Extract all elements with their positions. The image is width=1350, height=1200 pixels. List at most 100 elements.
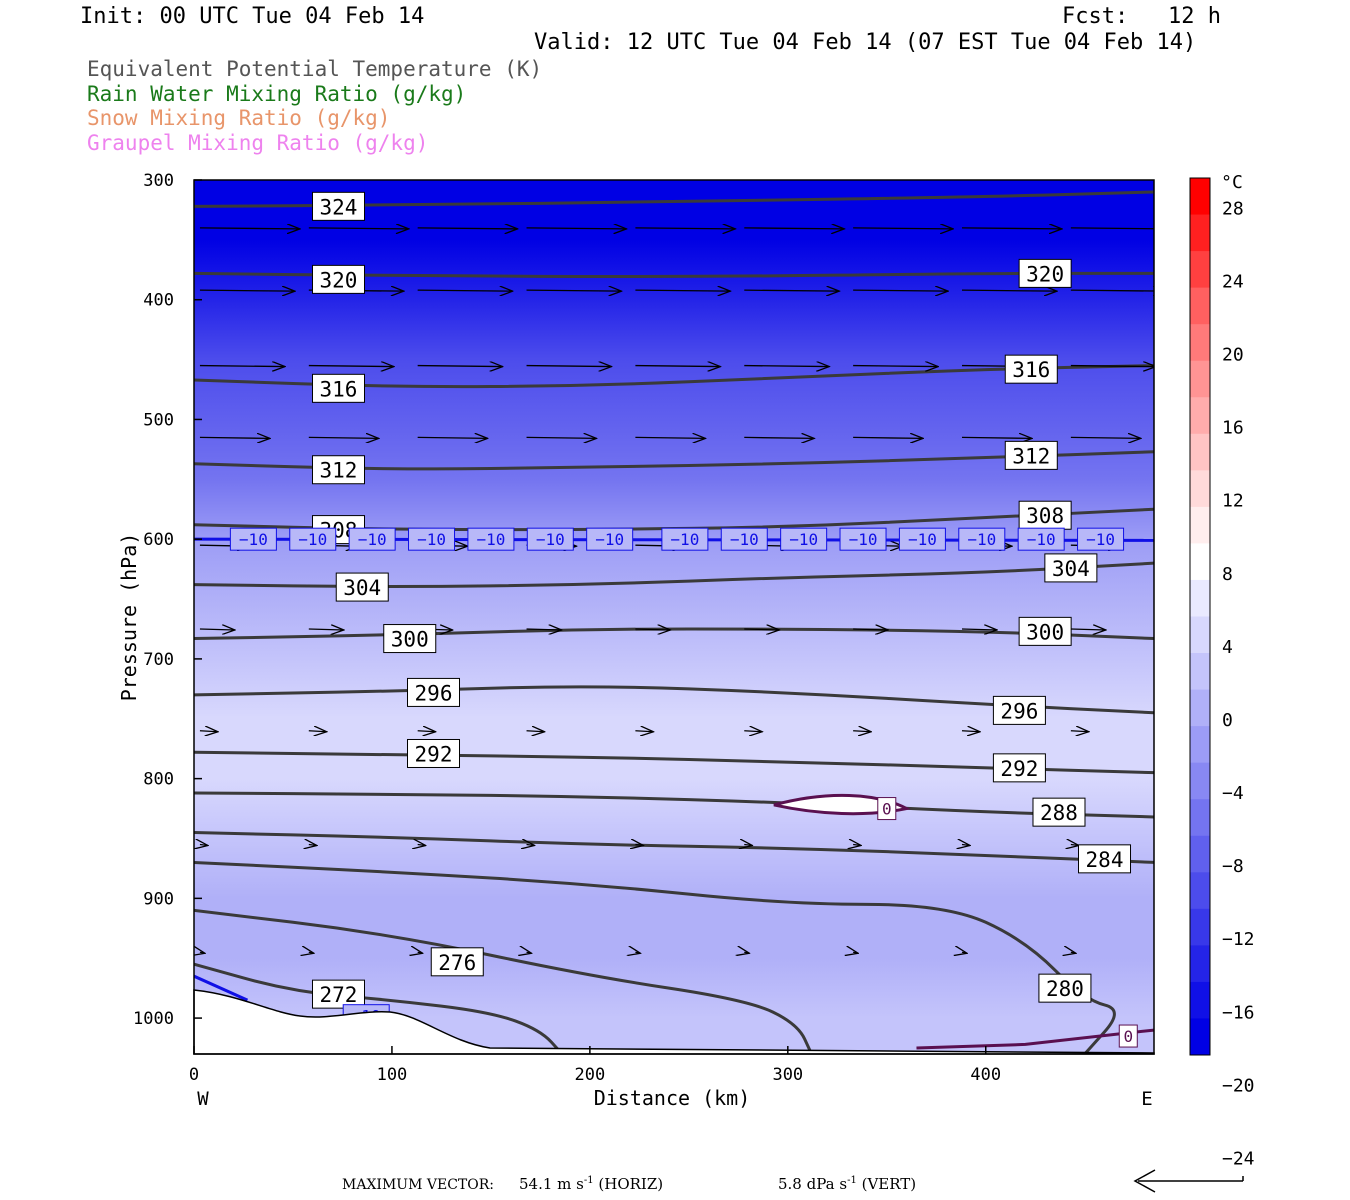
theta-e-label-box [311, 979, 365, 1009]
isotherm-label-box [839, 527, 887, 551]
wind-vector [526, 629, 562, 630]
colorbar-segment [1190, 872, 1210, 910]
colorbar-tick-label: 4 [1222, 637, 1233, 658]
isotherm-label-box [898, 527, 946, 551]
wind-vector [962, 844, 970, 845]
wind-vector [308, 731, 327, 732]
x-axis-label: Distance (km) [594, 1086, 751, 1110]
wind-vector [418, 844, 426, 845]
y-tick-label: 1000 [133, 1009, 174, 1029]
theta-e-label-box [311, 191, 365, 221]
theta-e-label: 312 [1012, 444, 1050, 468]
theta-e-label-box [311, 264, 365, 294]
init-time: Init: 00 UTC Tue 04 Feb 14 [80, 4, 425, 29]
fcst-value: 12 h [1168, 4, 1221, 29]
isotherm-label: −10 [967, 530, 996, 549]
isotherm-label-box [1017, 527, 1065, 551]
max-horiz-vector: 54.1 m s-1 (HORIZ) [519, 1175, 664, 1193]
x-end-label-east: E [1141, 1088, 1152, 1110]
isotherm-label: −10 [536, 530, 565, 549]
wind-vector [417, 731, 436, 732]
colorbar-segment [1190, 653, 1210, 691]
theta-e-label-box [407, 677, 461, 707]
theta-e-label-box [992, 695, 1046, 725]
wind-vector [853, 629, 888, 630]
wind-vector [199, 731, 218, 732]
isotherm-minus-10-low [194, 974, 249, 1002]
theta-e-contour-276 [194, 908, 814, 1054]
wind-vector [418, 952, 423, 953]
colorbar-segment [1190, 616, 1210, 654]
rain-label-box [1118, 1024, 1138, 1048]
fcst-label: Fcst: [1062, 4, 1129, 29]
theta-e-label-box [311, 373, 365, 403]
y-tick-label: 500 [143, 410, 174, 430]
wind-vector [744, 844, 752, 845]
colorbar-tick-label: −24 [1222, 1148, 1255, 1169]
wind-vector [1070, 437, 1141, 438]
wind-vector [308, 366, 394, 367]
x-end-label-west: W [197, 1088, 209, 1110]
rain-label: 0 [1123, 1027, 1133, 1046]
wind-vector [635, 437, 705, 438]
theta-e-label-box [335, 572, 389, 602]
isotherm-label: −10 [595, 530, 624, 549]
colorbar-frame [1189, 177, 1211, 1056]
theta-e-contour-272 [194, 962, 564, 1054]
wind-vector [526, 290, 622, 291]
theta-e-label-box [430, 947, 484, 977]
rain-contour-surface [916, 1028, 1154, 1050]
y-tick-label: 400 [143, 291, 174, 311]
colorbar-tick-label: 20 [1222, 345, 1244, 366]
terrain [193, 989, 1155, 1055]
isotherm-label-box [348, 527, 396, 551]
wind-vector [1071, 952, 1076, 953]
isotherm-label-box [229, 527, 277, 551]
theta-e-contour-304 [194, 561, 1154, 588]
isotherm-label: −10 [1027, 530, 1056, 549]
max-vector-label: MAXIMUM VECTOR: [342, 1177, 494, 1193]
theta-e-label: 280 [1046, 977, 1084, 1001]
wind-vector [417, 437, 488, 438]
theta-e-label: 288 [1040, 801, 1078, 825]
colorbar-tick-label: 16 [1222, 418, 1244, 439]
wind-vector [635, 844, 643, 845]
wind-vector [961, 731, 980, 732]
wind-vector [199, 228, 300, 229]
wind-vector [853, 228, 953, 229]
theta-e-label: 300 [391, 628, 429, 652]
theta-e-label: 324 [320, 195, 358, 219]
colorbar-segment [1190, 689, 1210, 727]
wind-vector [635, 629, 670, 630]
isotherm-label-box [780, 527, 828, 551]
theta-e-label-box [992, 753, 1046, 783]
y-tick-label: 300 [143, 171, 174, 191]
colorbar-tick-label: 28 [1222, 198, 1244, 219]
wind-vector [526, 366, 612, 367]
theta-e-label: 320 [320, 268, 358, 292]
wind-vector [1070, 290, 1154, 291]
wind-vector [199, 366, 285, 367]
y-tick-label: 800 [143, 770, 174, 790]
colorbar-segment [1190, 908, 1210, 946]
colorbar-segment [1190, 470, 1210, 508]
colorbar-tick-label: −8 [1222, 856, 1244, 877]
theta-e-label-box [1018, 616, 1072, 646]
rain-contour [773, 793, 911, 816]
colorbar-segment [1190, 981, 1210, 1019]
wind-vector [1071, 844, 1079, 845]
wind-vector [961, 437, 1032, 438]
isotherm-label: −10 [298, 530, 327, 549]
theta-e-label: 316 [320, 377, 358, 401]
wind-vector [526, 437, 597, 438]
colorbar-segment [1190, 397, 1210, 435]
isotherm-label-box [661, 527, 709, 551]
wind-vector [962, 952, 967, 953]
colorbar-segment [1190, 835, 1210, 873]
theta-e-label: 300 [1026, 620, 1064, 644]
wind-vector [853, 437, 923, 438]
wind-vector [527, 952, 532, 953]
colorbar-segment [1190, 214, 1210, 252]
theta-e-contour-284 [194, 831, 1154, 864]
